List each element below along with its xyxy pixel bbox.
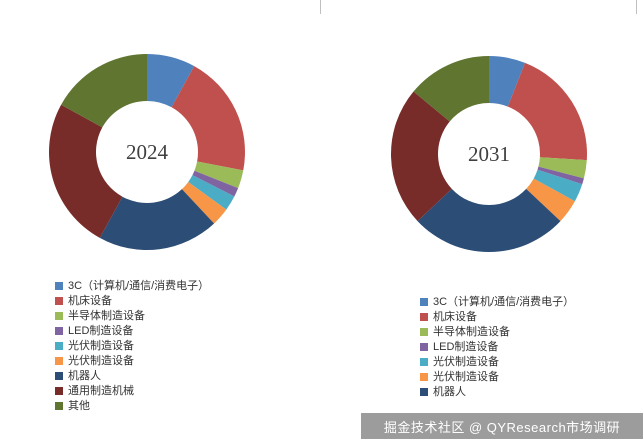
legend-label: 光伏制造设备 <box>433 356 499 368</box>
legend-label: 光伏制造设备 <box>68 355 134 367</box>
donut-segment <box>537 166 584 185</box>
legend-item: 通用制造机械 <box>55 385 209 397</box>
donut-segment <box>533 169 583 202</box>
donut-svg-2024 <box>48 54 245 251</box>
watermark-bar: 掘金技术社区 @ QYResearch市场调研 <box>361 413 643 439</box>
legend-label: 3C（计算机/通信/消费电子） <box>68 280 210 292</box>
legend-swatch <box>420 328 428 336</box>
legend-swatch <box>420 373 428 381</box>
donut-segment <box>417 188 561 253</box>
legend-swatch <box>420 388 428 396</box>
donut-segment <box>413 56 489 122</box>
donut-segment <box>99 189 215 251</box>
donut-segment <box>188 175 235 210</box>
legend-swatch <box>55 402 63 410</box>
legend-item: 其他 <box>55 400 209 412</box>
donut-svg-2031 <box>390 56 588 253</box>
legend-label: 半导体制造设备 <box>68 310 145 322</box>
legend-label: LED制造设备 <box>433 341 499 353</box>
donut-chart-2031: 2031 <box>389 54 589 254</box>
legend-item: 光伏制造设备 <box>55 340 209 352</box>
donut-segment <box>181 181 227 224</box>
donut-segment <box>538 157 587 179</box>
donut-segment <box>171 66 245 171</box>
legend-swatch <box>420 298 428 306</box>
legend-swatch <box>55 372 63 380</box>
legend-label: 光伏制造设备 <box>68 340 134 352</box>
legend-item: LED制造设备 <box>420 341 574 353</box>
legend-item: 机床设备 <box>420 311 574 323</box>
legend-label: 机器人 <box>433 386 466 398</box>
legend-item: LED制造设备 <box>55 325 209 337</box>
donut-segment <box>507 62 588 161</box>
donut-segment <box>390 91 452 222</box>
legend-label: 其他 <box>68 400 90 412</box>
legend-item: 机器人 <box>420 386 574 398</box>
legend-swatch <box>55 282 63 290</box>
plot-area-border-right-chart <box>636 0 637 14</box>
legend-item: 光伏制造设备 <box>420 356 574 368</box>
legend-item: 光伏制造设备 <box>55 355 209 367</box>
legend-label: 半导体制造设备 <box>433 326 510 338</box>
legend-2031: 3C（计算机/通信/消费电子） 机床设备半导体制造设备 LED制造设备 光伏制造设备光… <box>420 296 574 398</box>
legend-item: 机床设备 <box>55 295 209 307</box>
legend-swatch <box>55 297 63 305</box>
donut-segment <box>147 54 195 108</box>
legend-label: 光伏制造设备 <box>433 371 499 383</box>
legend-label: 机器人 <box>68 370 101 382</box>
legend-2024: 3C（计算机/通信/消费电子） 机床设备半导体制造设备 LED制造设备 光伏制造设备光… <box>55 280 209 412</box>
legend-swatch <box>55 387 63 395</box>
legend-swatch <box>420 343 428 351</box>
legend-label: 通用制造机械 <box>68 385 134 397</box>
legend-swatch <box>55 327 63 335</box>
legend-item: 半导体制造设备 <box>55 310 209 322</box>
legend-label: 机床设备 <box>68 295 112 307</box>
legend-swatch <box>55 312 63 320</box>
legend-item: 机器人 <box>55 370 209 382</box>
donut-segment <box>61 54 148 128</box>
donut-segment <box>194 161 244 189</box>
legend-item: 3C（计算机/通信/消费电子） <box>420 296 574 308</box>
donut-segment <box>192 170 239 197</box>
donut-segment <box>48 104 123 238</box>
donut-segment <box>489 56 526 107</box>
legend-item: 光伏制造设备 <box>420 371 574 383</box>
legend-label: LED制造设备 <box>68 325 134 337</box>
legend-swatch <box>420 313 428 321</box>
legend-label: 机床设备 <box>433 311 477 323</box>
legend-item: 3C（计算机/通信/消费电子） <box>55 280 209 292</box>
legend-item: 半导体制造设备 <box>420 326 574 338</box>
watermark-text: 掘金技术社区 @ QYResearch市场调研 <box>383 419 621 435</box>
plot-area-border-left-chart <box>320 0 321 14</box>
legend-swatch <box>420 358 428 366</box>
donut-chart-2024: 2024 <box>47 52 247 252</box>
legend-swatch <box>55 342 63 350</box>
donut-segment <box>526 178 575 222</box>
legend-swatch <box>55 357 63 365</box>
legend-label: 3C（计算机/通信/消费电子） <box>433 296 575 308</box>
